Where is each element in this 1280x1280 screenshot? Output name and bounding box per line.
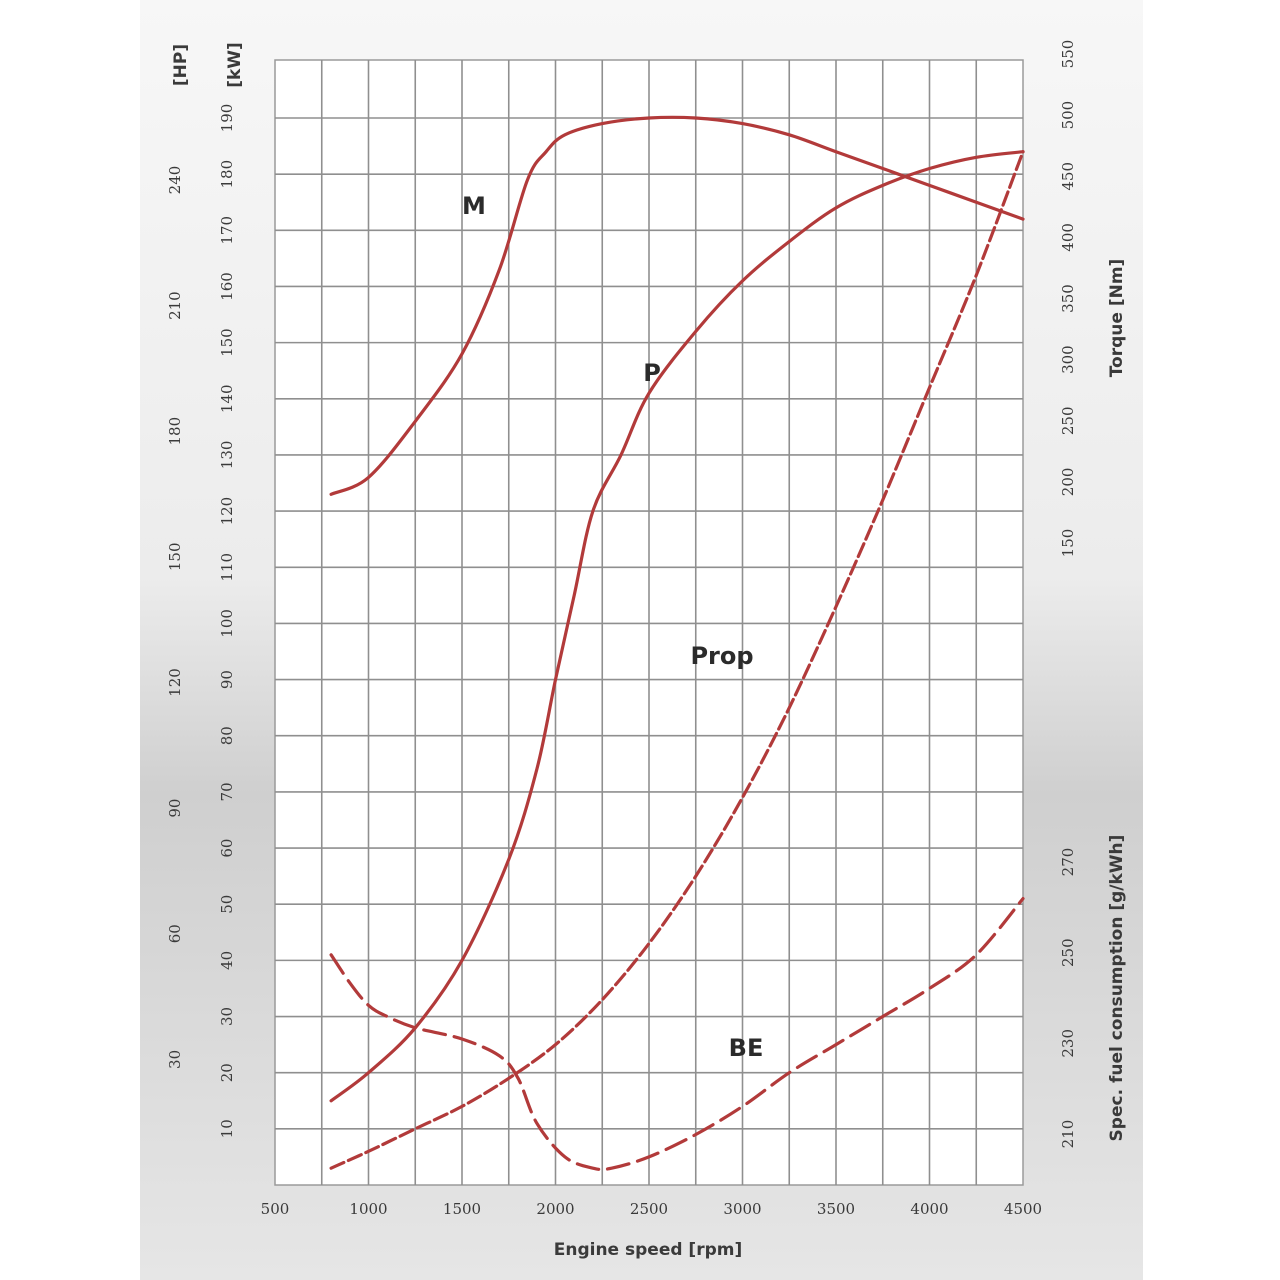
hp-tick-label: 180: [166, 417, 184, 446]
kw-tick-label: 160: [218, 272, 236, 301]
kw-tick-label: 180: [218, 160, 236, 189]
be-tick-label: 230: [1059, 1029, 1077, 1058]
torque-tick-label: 500: [1059, 101, 1077, 130]
kw-tick-label: 50: [218, 895, 236, 914]
kw-tick-label: 190: [218, 104, 236, 133]
x-tick-label: 1500: [443, 1200, 481, 1218]
torque-tick-label: 400: [1059, 223, 1077, 252]
torque-tick-label: 550: [1059, 40, 1077, 69]
kw-tick-label: 40: [218, 951, 236, 970]
label-p: P: [643, 359, 661, 387]
kw-tick-label: 60: [218, 839, 236, 858]
torque-tick-label: 450: [1059, 162, 1077, 191]
kw-tick-label: 110: [218, 553, 236, 582]
be-axis-title: Spec. fuel consumption [g/kWh]: [1107, 835, 1127, 1142]
kw-tick-label: 80: [218, 726, 236, 745]
kw-tick-label: 20: [218, 1063, 236, 1082]
x-tick-label: 500: [261, 1200, 290, 1218]
kw-tick-label: 150: [218, 328, 236, 357]
kw-tick-label: 130: [218, 441, 236, 470]
hp-tick-label: 210: [166, 291, 184, 320]
hp-tick-label: 30: [166, 1050, 184, 1069]
x-tick-label: 4000: [910, 1200, 948, 1218]
series-line-be: [329, 897, 1025, 1172]
x-tick-label: 2000: [536, 1200, 574, 1218]
kw-tick-label: 10: [218, 1119, 236, 1138]
series-line-p: [329, 150, 1025, 1103]
kw-tick-label: 70: [218, 782, 236, 801]
x-tick-label: 3000: [723, 1200, 761, 1218]
be-tick-label: 250: [1059, 938, 1077, 967]
hp-axis-title: [HP]: [171, 44, 191, 86]
be-tick-label: 270: [1059, 848, 1077, 877]
torque-axis-title: Torque [Nm]: [1107, 259, 1127, 378]
x-tick-label: 3500: [817, 1200, 855, 1218]
hp-tick-label: 90: [166, 799, 184, 818]
tick-labels: 500 1000 1500 2000 2500 3000 3500 4000 4500 10 20 3…: [166, 40, 1077, 1218]
torque-tick-label: 150: [1059, 529, 1077, 558]
kw-tick-label: 140: [218, 384, 236, 413]
label-be: BE: [729, 1034, 764, 1062]
x-axis-title: Engine speed [rpm]: [554, 1240, 743, 1260]
hp-tick-label: 150: [166, 542, 184, 571]
kw-tick-label: 30: [218, 1007, 236, 1026]
hp-tick-label: 120: [166, 668, 184, 697]
series-line-m: [329, 115, 1025, 496]
kw-tick-label: 100: [218, 609, 236, 638]
label-m: M: [462, 192, 486, 220]
x-tick-label: 2500: [630, 1200, 668, 1218]
torque-tick-label: 300: [1059, 345, 1077, 374]
hp-tick-label: 240: [166, 166, 184, 195]
torque-tick-label: 200: [1059, 468, 1077, 497]
torque-tick-label: 250: [1059, 406, 1077, 435]
kw-tick-label: 170: [218, 216, 236, 245]
be-tick-label: 210: [1059, 1120, 1077, 1149]
x-tick-label: 4500: [1004, 1200, 1042, 1218]
series-line-prop: [329, 150, 1025, 1170]
hp-tick-label: 60: [166, 924, 184, 943]
data-curves: [329, 115, 1025, 1172]
kw-tick-label: 90: [218, 670, 236, 689]
torque-tick-label: 350: [1059, 284, 1077, 313]
grid-lines: [275, 60, 1023, 1185]
kw-axis-title: [kW]: [225, 42, 245, 88]
x-tick-label: 1000: [349, 1200, 387, 1218]
kw-tick-label: 120: [218, 497, 236, 526]
label-prop: Prop: [690, 642, 753, 670]
